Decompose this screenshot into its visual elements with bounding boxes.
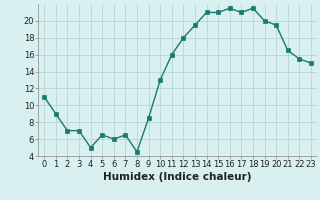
X-axis label: Humidex (Indice chaleur): Humidex (Indice chaleur): [103, 172, 252, 182]
